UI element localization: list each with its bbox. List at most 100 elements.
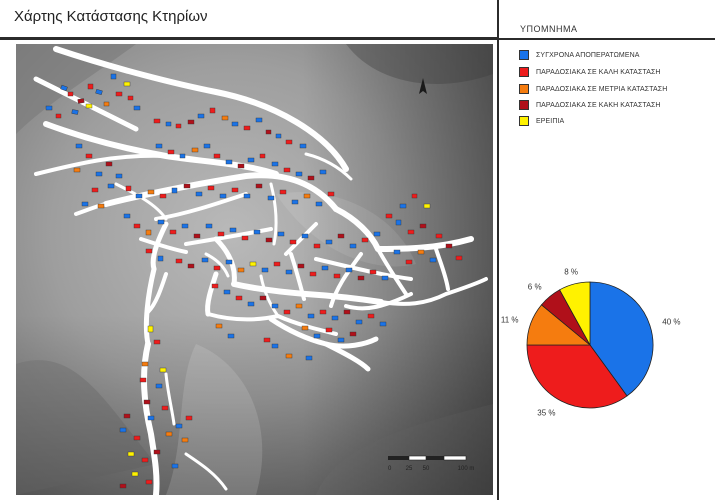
pie-slice-modern [589, 281, 654, 397]
building-good [273, 261, 281, 267]
building-moderate [73, 167, 81, 173]
building-bad [187, 263, 195, 269]
building-good [115, 91, 123, 97]
building-modern [277, 231, 285, 237]
scale-bar: 0 25 50 100 m [388, 455, 475, 472]
building-bad [187, 119, 195, 125]
building-ruins [123, 81, 131, 87]
title-divider [0, 37, 498, 40]
pie-chart: 40 % 35 % 11 % 6 % 8 % [501, 267, 681, 417]
north-arrow-icon [419, 78, 427, 94]
building-modern [345, 267, 353, 273]
building-good [153, 339, 161, 345]
building-modern [60, 84, 68, 92]
building-modern [331, 315, 339, 321]
building-modern [201, 257, 209, 263]
building-modern [261, 267, 269, 273]
building-bad [343, 309, 351, 315]
building-modern [203, 143, 211, 149]
scale-tick-100: 100 m [458, 466, 475, 472]
building-moderate [147, 189, 155, 195]
building-good [127, 95, 134, 101]
scale-tick-50: 50 [423, 466, 430, 472]
building-modern [393, 249, 401, 255]
building-bad [297, 263, 305, 269]
building-modern [305, 355, 313, 361]
building-good [231, 187, 239, 193]
building-modern [115, 173, 123, 179]
building-modern [349, 243, 357, 249]
building-good [283, 167, 291, 173]
building-modern [181, 223, 189, 229]
building-moderate [141, 361, 149, 367]
building-good [285, 139, 293, 145]
building-good [133, 223, 141, 229]
building-modern [107, 183, 115, 189]
building-moderate [145, 229, 152, 236]
legend-swatch [519, 84, 529, 94]
legend-label: ΠΑΡΑΔΟΣΙΑΚΑ ΣΕ ΜΕΤΡΙΑ ΚΑΤΑΣΤΑΣΗ [536, 85, 668, 93]
legend-item-bad: ΠΑΡΑΔΟΣΙΑΚΑ ΣΕ ΚΑΚΗ ΚΑΤΑΣΤΑΣΗ [519, 100, 661, 110]
building-good [211, 283, 219, 289]
building-moderate [303, 193, 311, 199]
building-good [185, 415, 193, 421]
building-modern [271, 161, 279, 167]
building-moderate [191, 147, 199, 153]
building-modern [321, 265, 329, 271]
building-good [175, 258, 183, 264]
building-modern [225, 159, 233, 165]
building-modern [231, 121, 239, 127]
scale-tick-25: 25 [406, 466, 413, 472]
building-bad [105, 161, 113, 167]
map-canvas: 0 25 50 100 m [16, 44, 493, 495]
building-modern [229, 227, 237, 233]
building-bad [119, 483, 127, 489]
building-bad [337, 233, 345, 239]
building-modern [307, 313, 315, 319]
building-modern [429, 257, 437, 263]
building-good [159, 193, 167, 199]
building-modern [95, 171, 103, 177]
building-modern [399, 203, 407, 209]
legend-swatch [519, 100, 529, 110]
building-ruins [249, 261, 257, 267]
building-bad [349, 331, 357, 337]
building-modern [155, 383, 163, 389]
building-moderate [181, 437, 189, 443]
building-modern [45, 105, 53, 111]
building-good [213, 265, 221, 271]
building-bad [259, 295, 267, 301]
building-good [91, 187, 99, 193]
building-modern [319, 169, 327, 175]
building-moderate [221, 115, 229, 121]
building-good [125, 185, 132, 192]
terrain-hillshade [16, 44, 493, 495]
building-good [407, 229, 415, 235]
legend-swatch [519, 116, 529, 126]
building-modern [291, 199, 299, 205]
building-modern [119, 427, 127, 433]
building-good [55, 113, 62, 119]
building-ruins [147, 325, 154, 333]
building-good [333, 273, 341, 279]
building-modern [171, 187, 178, 194]
pie-label-bad: 6 % [528, 282, 542, 291]
building-modern [195, 191, 203, 197]
building-modern [205, 223, 213, 229]
building-modern [315, 201, 323, 207]
building-modern [223, 289, 231, 295]
building-good [153, 118, 161, 124]
building-modern [157, 255, 164, 262]
building-good [369, 269, 377, 275]
scale-tick-0: 0 [388, 466, 392, 472]
legend-label: ΕΡΕΙΠΙΑ [536, 117, 565, 125]
building-modern [225, 259, 233, 265]
building-modern [75, 143, 83, 149]
building-moderate [285, 353, 293, 359]
building-moderate [165, 431, 173, 437]
building-modern [271, 303, 279, 309]
building-modern [301, 233, 309, 239]
building-bad [255, 183, 263, 189]
legend-item-moderate: ΠΑΡΑΔΟΣΙΑΚΑ ΣΕ ΜΕΤΡΙΑ ΚΑΤΑΣΤΑΣΗ [519, 84, 667, 94]
building-modern [381, 275, 389, 281]
